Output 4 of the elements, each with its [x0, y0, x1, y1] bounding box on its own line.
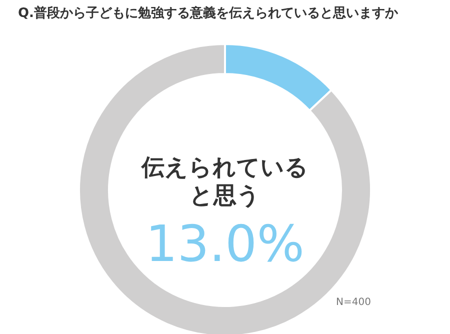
chart-title: Q.普段から子どもに勉強する意義を伝えられていると思いますか — [18, 5, 399, 21]
data-label: 13.0% — [146, 215, 304, 273]
text: N=400 — [336, 297, 371, 308]
slice-label: 伝えられていると思う — [140, 155, 308, 209]
